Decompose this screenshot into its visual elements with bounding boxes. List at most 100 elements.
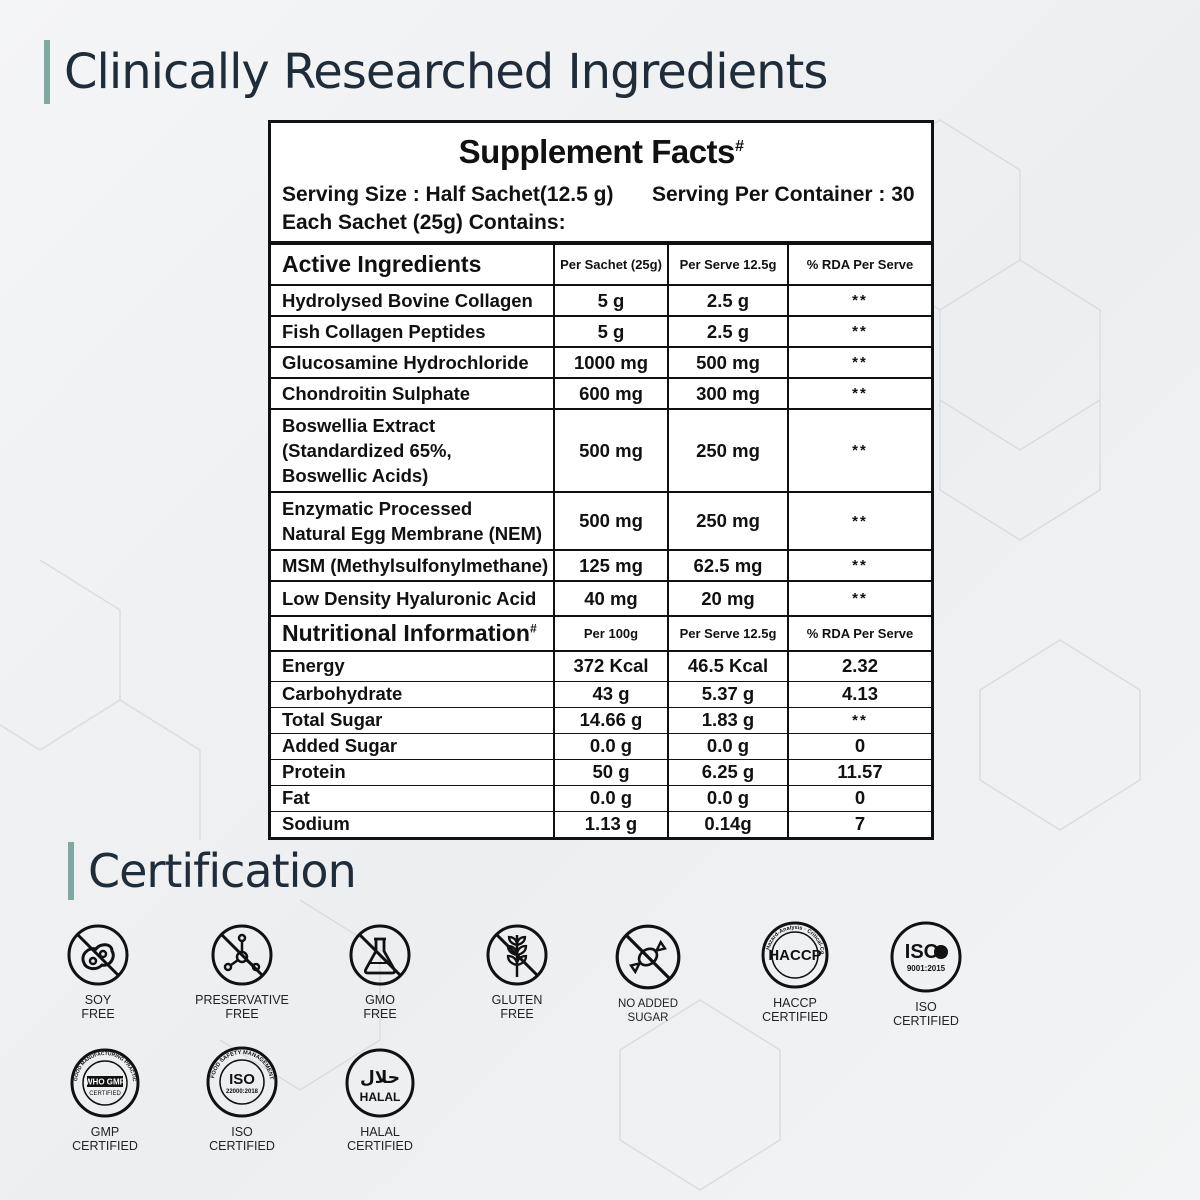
cert-label-line2: CERTIFIED bbox=[893, 1014, 959, 1028]
nutrient-per-serve-value: 5.37 g bbox=[667, 680, 789, 708]
preservative-free-icon bbox=[211, 924, 273, 986]
nutrient-name: Carbohydrate bbox=[271, 680, 555, 708]
rda-value: ** bbox=[787, 346, 931, 379]
facts-table: Active Ingredients Per Sachet (25g) Per … bbox=[271, 243, 931, 837]
rda-value: ** bbox=[787, 408, 931, 493]
active-ingredient-row: MSM (Methylsulfonylmethane) 125 mg 62.5 mg… bbox=[271, 549, 931, 582]
cert-label-line2: CERTIFIED bbox=[209, 1139, 275, 1153]
cert-haccp: HACCP Hazard-Analysis · Critical-Control… bbox=[725, 920, 865, 1024]
serving-info: Serving Size : Half Sachet(12.5 g) Servi… bbox=[282, 183, 915, 207]
heading-accent-bar bbox=[44, 40, 50, 104]
gmo-free-icon bbox=[349, 924, 411, 986]
ingredient-name: Low Density Hyaluronic Acid bbox=[271, 580, 555, 616]
nutrient-name: Energy bbox=[271, 650, 555, 682]
certification-heading-text: Certification bbox=[88, 844, 357, 898]
halal-arabic-text: حلال bbox=[360, 1068, 400, 1088]
nutrition-header-row: Nutritional Information# Per 100g Per Se… bbox=[271, 615, 931, 652]
cert-label-line1: HACCP bbox=[773, 996, 817, 1010]
cert-label-line1: NO ADDED bbox=[617, 998, 679, 1010]
per-sachet-value: 5 g bbox=[553, 284, 669, 317]
serving-size: Serving Size : Half Sachet(12.5 g) bbox=[282, 183, 614, 206]
per-serve-value: 250 mg bbox=[667, 491, 789, 551]
cert-gmo-free: GMO FREE bbox=[310, 923, 450, 1021]
ingredients-heading-text: Clinically Researched Ingredients bbox=[64, 44, 828, 100]
per-sachet-value: 40 mg bbox=[553, 580, 669, 616]
active-header-row: Active Ingredients Per Sachet (25g) Per … bbox=[271, 243, 931, 286]
facts-title-mark: # bbox=[734, 138, 744, 155]
cert-label-line1: PRESERVATIVE bbox=[195, 993, 289, 1007]
nutrition-per-serve-header: Per Serve 12.5g bbox=[667, 615, 789, 652]
per-100g-value: 0.0 g bbox=[553, 732, 669, 760]
per-100g-value: 14.66 g bbox=[553, 706, 669, 734]
nutrient-name: Fat bbox=[271, 784, 555, 812]
per-serve-value: 2.5 g bbox=[667, 315, 789, 348]
cert-halal: حلال HALAL HALAL CERTIFIED bbox=[310, 1047, 450, 1153]
per-sachet-header: Per Sachet (25g) bbox=[553, 243, 669, 286]
facts-title-text: Supplement Facts bbox=[458, 133, 736, 170]
active-ingredient-row: Chondroitin Sulphate 600 mg 300 mg ** bbox=[271, 377, 931, 410]
cert-label-line2: FREE bbox=[363, 1007, 397, 1021]
cert-label-line2: FREE bbox=[500, 1007, 534, 1021]
rda-value: ** bbox=[787, 377, 931, 410]
nutrient-per-serve-value: 0.0 g bbox=[667, 784, 789, 812]
each-sachet-contains: Each Sachet (25g) Contains: bbox=[282, 211, 566, 234]
iso-badge-text: ISO bbox=[905, 941, 939, 963]
per-100g-header: Per 100g bbox=[553, 615, 669, 652]
serving-per-container: Serving Per Container : 30 bbox=[652, 183, 915, 206]
per-serve-value: 500 mg bbox=[667, 346, 789, 379]
rda-value: ** bbox=[787, 284, 931, 317]
per-sachet-value: 500 mg bbox=[553, 491, 669, 551]
nutrient-per-serve-value: 0.14g bbox=[667, 810, 789, 837]
per-100g-value: 372 Kcal bbox=[553, 650, 669, 682]
cert-no-added-sugar: NO ADDED SUGAR bbox=[578, 923, 718, 1025]
nutrient-rda-value: 2.32 bbox=[787, 650, 931, 682]
rda-value: ** bbox=[787, 491, 931, 551]
nutrient-rda-value: ** bbox=[787, 706, 931, 734]
haccp-icon: HACCP Hazard-Analysis · Critical-Control… bbox=[760, 920, 829, 989]
per-serve-value: 2.5 g bbox=[667, 284, 789, 317]
gmp-icon: GOOD MANUFACTURING PRACTICE · QUALITY PR… bbox=[69, 1047, 140, 1118]
cert-label-line2: FREE bbox=[225, 1007, 259, 1021]
rda-value: ** bbox=[787, 580, 931, 616]
per-sachet-value: 5 g bbox=[553, 315, 669, 348]
cert-label-line1: ISO bbox=[915, 1000, 937, 1014]
cert-label-line1: GMO bbox=[365, 993, 395, 1007]
active-ingredients-header: Active Ingredients bbox=[271, 243, 555, 286]
nutrition-row: Protein 50 g 6.25 g 11.57 bbox=[271, 758, 931, 786]
gluten-free-icon bbox=[486, 924, 548, 986]
ingredient-name: Hydrolysed Bovine Collagen bbox=[271, 284, 555, 317]
per-serve-value: 62.5 mg bbox=[667, 549, 789, 582]
cert-iso-22000: FOOD SAFETY MANAGEMENT SYSTEM ISO 22000:… bbox=[172, 1045, 312, 1153]
no-added-sugar-icon bbox=[615, 924, 681, 990]
cert-soy-free: SOY FREE bbox=[28, 923, 168, 1021]
cert-gmp: GOOD MANUFACTURING PRACTICE · QUALITY PR… bbox=[35, 1047, 175, 1153]
active-ingredient-row: Glucosamine Hydrochloride 1000 mg 500 mg ** bbox=[271, 346, 931, 379]
haccp-badge-text: HACCP bbox=[768, 947, 821, 964]
supplement-facts-panel: Supplement Facts# Serving Size : Half Sa… bbox=[268, 120, 934, 840]
cert-gluten-free: GLUTEN FREE bbox=[447, 923, 587, 1021]
cert-label-line2: CERTIFIED bbox=[347, 1139, 413, 1153]
iso-22000-badge-text: ISO bbox=[229, 1071, 255, 1088]
nutrient-name: Protein bbox=[271, 758, 555, 786]
nutrient-per-serve-value: 46.5 Kcal bbox=[667, 650, 789, 682]
cert-label-line2: CERTIFIED bbox=[72, 1139, 138, 1153]
ingredient-name: Boswellia Extract (Standardized 65%, Bos… bbox=[271, 408, 555, 493]
cert-label-line1: ISO bbox=[231, 1125, 253, 1139]
cert-label-line2: CERTIFIED bbox=[762, 1010, 828, 1024]
per-serve-value: 20 mg bbox=[667, 580, 789, 616]
nutrient-name: Sodium bbox=[271, 810, 555, 837]
gmp-badge-sub: CERTIFIED bbox=[89, 1091, 121, 1097]
per-sachet-value: 125 mg bbox=[553, 549, 669, 582]
supplement-facts-title: Supplement Facts# bbox=[271, 133, 931, 171]
nutrition-header-mark: # bbox=[529, 621, 537, 636]
active-ingredient-row: Low Density Hyaluronic Acid 40 mg 20 mg ** bbox=[271, 580, 931, 616]
active-ingredient-row: Hydrolysed Bovine Collagen 5 g 2.5 g ** bbox=[271, 284, 931, 317]
per-sachet-value: 600 mg bbox=[553, 377, 669, 410]
cert-label-line2: FREE bbox=[81, 1007, 115, 1021]
cert-label-line1: SOY bbox=[84, 993, 112, 1007]
active-ingredient-row: Boswellia Extract (Standardized 65%, Bos… bbox=[271, 408, 931, 493]
per-100g-value: 0.0 g bbox=[553, 784, 669, 812]
nutrient-rda-value: 0 bbox=[787, 732, 931, 760]
active-ingredient-row: Fish Collagen Peptides 5 g 2.5 g ** bbox=[271, 315, 931, 348]
per-serve-value: 300 mg bbox=[667, 377, 789, 410]
